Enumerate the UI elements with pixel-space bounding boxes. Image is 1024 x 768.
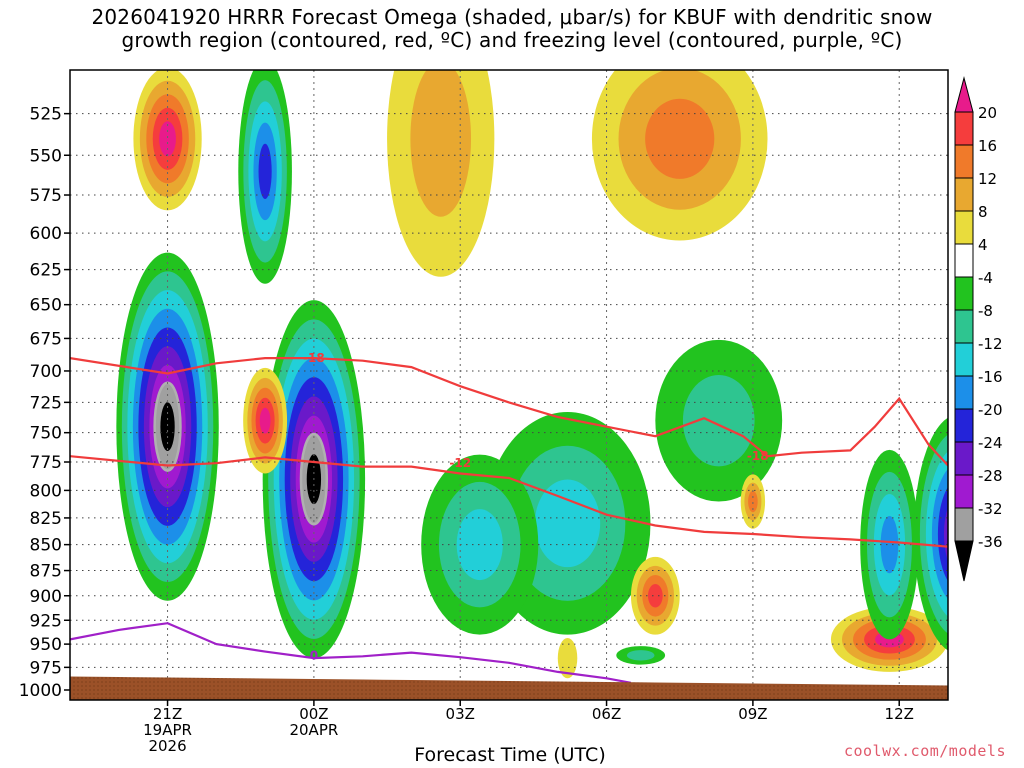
- x-tick-label-03Z-0: 03Z: [446, 705, 475, 723]
- colorbar-tick-label-8: -16: [978, 368, 1003, 386]
- x-tick-label-06Z-0: 06Z: [592, 705, 621, 723]
- y-tick-label-750: 750: [30, 424, 62, 444]
- x-tick-label-12Z-0: 12Z: [885, 705, 914, 723]
- colorbar-segment-2: [955, 145, 973, 178]
- x-tick-label-21Z-2: 2026: [148, 737, 186, 755]
- omega-cell-13-level-3: [881, 516, 899, 573]
- omega-cell-4-level-4: [260, 408, 271, 434]
- colorbar-segment-9: [955, 376, 973, 409]
- colorbar-tick-label-9: -20: [978, 401, 1003, 419]
- y-axis: 525 550 575 600 625 650 675 700 725 750 775 800 825 8…: [19, 105, 70, 701]
- colorbar-segment-14: [955, 541, 973, 581]
- colorbar-tick-label-7: -12: [978, 335, 1003, 353]
- y-tick-label-550: 550: [30, 146, 62, 166]
- y-tick-label-950: 950: [30, 635, 62, 655]
- y-tick-label-850: 850: [30, 536, 62, 556]
- y-tick-label-650: 650: [30, 296, 62, 316]
- y-tick-label-700: 700: [30, 362, 62, 382]
- colorbar-tick-label-4: 4: [978, 236, 988, 254]
- colorbar-segment-0: [955, 78, 973, 112]
- omega-cell-6-level-2: [645, 99, 714, 179]
- credit-text: coolwx.com/models: [844, 742, 1006, 760]
- y-tick-label-625: 625: [30, 261, 62, 281]
- y-tick-label-875: 875: [30, 562, 62, 582]
- colorbar-segment-5: [955, 244, 973, 277]
- y-tick-label-575: 575: [30, 186, 62, 206]
- colorbar: 20 16 12 8 4 -4 -8 -12 -16 -20 -24 -28 -32 -36: [955, 78, 1003, 581]
- colorbar-segment-4: [955, 211, 973, 244]
- colorbar-tick-label-12: -32: [978, 500, 1003, 518]
- contour-label-1: -12: [449, 456, 471, 470]
- colorbar-segment-8: [955, 343, 973, 376]
- colorbar-segment-11: [955, 442, 973, 475]
- omega-cell-3-level-4: [259, 144, 272, 199]
- colorbar-tick-label-2: 12: [978, 170, 997, 188]
- colorbar-segment-12: [955, 475, 973, 508]
- omega-time-height-chart: -18 -18 -12 0 525 550 575 600 625 650 675 700 725 75…: [0, 0, 1024, 768]
- colorbar-segment-6: [955, 277, 973, 310]
- colorbar-segment-7: [955, 310, 973, 343]
- colorbar-segment-13: [955, 508, 973, 541]
- omega-cell-9-level-1: [683, 375, 755, 466]
- colorbar-tick-label-0: 20: [978, 104, 997, 122]
- colorbar-tick-label-1: 16: [978, 137, 997, 155]
- contour-label-2: 0: [310, 648, 318, 662]
- colorbar-tick-label-6: -8: [978, 302, 993, 320]
- omega-cell-11-level-3: [648, 584, 663, 608]
- y-tick-label-1000: 1000: [19, 681, 62, 701]
- y-tick-label-900: 900: [30, 587, 62, 607]
- x-tick-label-00Z-1: 20APR: [289, 721, 338, 739]
- colorbar-tick-label-3: 8: [978, 203, 988, 221]
- y-tick-label-925: 925: [30, 611, 62, 631]
- x-axis-label: Forecast Time (UTC): [370, 744, 650, 766]
- y-tick-label-800: 800: [30, 481, 62, 501]
- y-tick-label-600: 600: [30, 224, 62, 244]
- contour-label-0: -18: [303, 351, 325, 365]
- omega-shading: [70, 1, 1002, 700]
- y-tick-label-825: 825: [30, 509, 62, 529]
- colorbar-tick-label-5: -4: [978, 269, 993, 287]
- contour-label-0-b: -18: [747, 449, 769, 463]
- colorbar-segment-10: [955, 409, 973, 442]
- y-tick-label-725: 725: [30, 393, 62, 413]
- y-tick-label-525: 525: [30, 105, 62, 125]
- colorbar-tick-label-13: -36: [978, 533, 1003, 551]
- omega-cell-8-level-2: [457, 509, 503, 580]
- y-tick-label-775: 775: [30, 453, 62, 473]
- colorbar-tick-label-11: -28: [978, 467, 1003, 485]
- omega-cell-15-level-1: [627, 650, 655, 660]
- x-tick-label-09Z-0: 09Z: [738, 705, 767, 723]
- colorbar-segment-1: [955, 112, 973, 145]
- omega-cell-1-level-4: [159, 121, 176, 156]
- omega-cell-5-level-1: [410, 61, 471, 217]
- y-tick-label-975: 975: [30, 658, 62, 678]
- colorbar-segment-3: [955, 178, 973, 211]
- omega-cell-7-level-2: [535, 479, 600, 567]
- y-tick-label-675: 675: [30, 329, 62, 349]
- colorbar-tick-label-10: -24: [978, 434, 1003, 452]
